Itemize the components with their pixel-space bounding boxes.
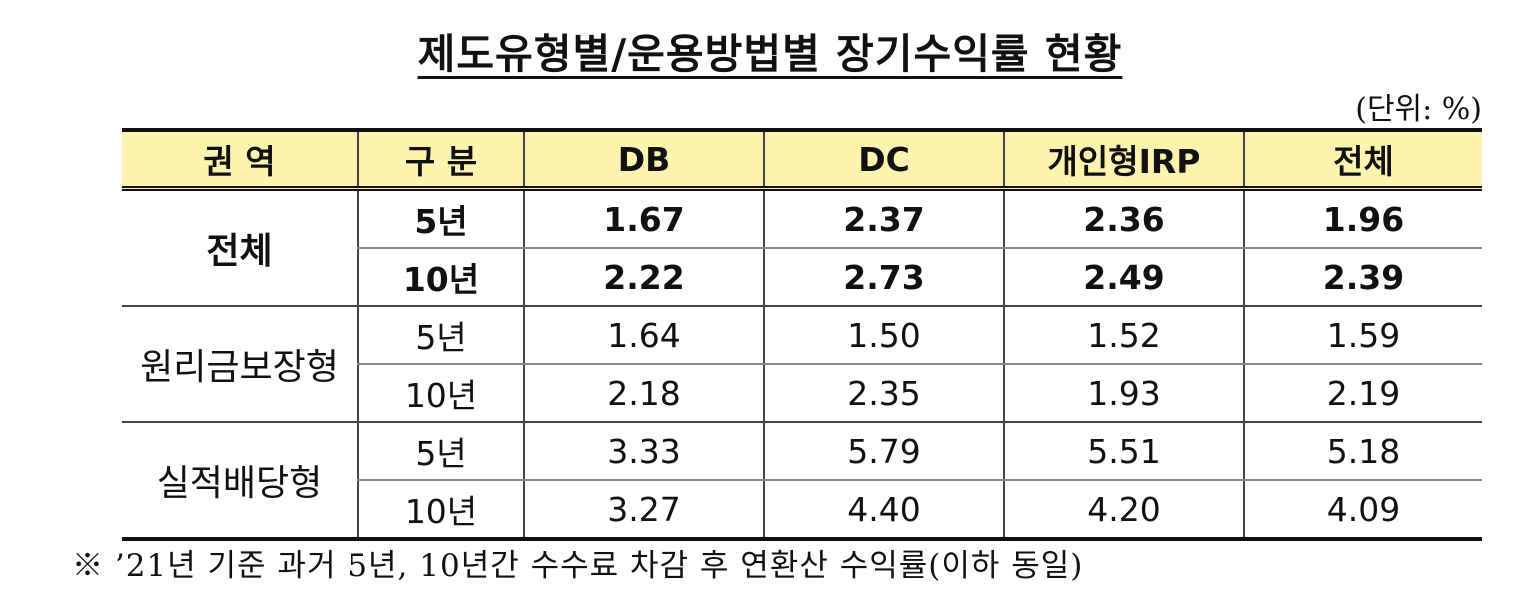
table-row: 실적배당형 5년 3.33 5.79 5.51 5.18 [122, 422, 1482, 541]
table-row: 원리금보장형 5년 1.64 1.50 1.52 1.59 [122, 306, 1482, 423]
header-period: 구 분 [357, 130, 524, 191]
page-title: 제도유형별/운용방법별 장기수익률 현황 [417, 30, 1123, 78]
period-cell: 10년 [357, 480, 524, 541]
period-cell: 10년 [357, 248, 524, 307]
value-cell: 1.67 [523, 188, 764, 249]
value-cell: 4.09 [1243, 480, 1482, 541]
table-row: 10년 2.22 2.73 2.49 2.39 [122, 248, 1482, 307]
value-cell: 3.27 [523, 480, 764, 541]
value-cell: 3.33 [523, 422, 764, 481]
header-total: 전체 [1243, 130, 1482, 191]
category-cell: 전체 [122, 188, 358, 307]
value-cell: 2.39 [1243, 248, 1482, 307]
value-cell: 1.96 [1243, 188, 1482, 249]
value-cell: 2.22 [523, 248, 764, 307]
table-row: 전체 5년 1.67 2.37 2.36 1.96 [122, 188, 1482, 307]
period-cell: 5년 [357, 422, 524, 481]
value-cell: 2.73 [763, 248, 1004, 307]
header-region: 권 역 [122, 130, 358, 191]
period-cell: 5년 [357, 188, 524, 249]
table-row: 10년 3.27 4.40 4.20 4.09 [122, 480, 1482, 541]
period-cell: 5년 [357, 306, 524, 365]
table-row: 10년 2.18 2.35 1.93 2.19 [122, 364, 1482, 423]
value-cell: 5.79 [763, 422, 1004, 481]
value-cell: 4.40 [763, 480, 1004, 541]
category-cell: 원리금보장형 [122, 306, 358, 423]
value-cell: 4.20 [1003, 480, 1244, 541]
period-cell: 10년 [357, 364, 524, 423]
value-cell: 1.93 [1003, 364, 1244, 423]
value-cell: 2.35 [763, 364, 1004, 423]
value-cell: 2.18 [523, 364, 764, 423]
value-cell: 1.50 [763, 306, 1004, 365]
unit-label: (단위: %) [1355, 92, 1482, 127]
table-header-row: 권 역 구 분 DB DC 개인형IRP 전체 [122, 130, 1482, 191]
value-cell: 1.64 [523, 306, 764, 365]
value-cell: 2.49 [1003, 248, 1244, 307]
header-dc: DC [763, 130, 1004, 191]
value-cell: 2.19 [1243, 364, 1482, 423]
value-cell: 2.37 [763, 188, 1004, 249]
footnote: ※ ’21년 기준 과거 5년, 10년간 수수료 차감 후 연환산 수익률(이… [72, 548, 1084, 584]
returns-table: 권 역 구 분 DB DC 개인형IRP 전체 전체 5년 1.67 2.37 … [122, 128, 1482, 541]
header-db: DB [523, 130, 764, 191]
value-cell: 1.52 [1003, 306, 1244, 365]
category-cell: 실적배당형 [122, 422, 358, 541]
value-cell: 5.51 [1003, 422, 1244, 481]
value-cell: 5.18 [1243, 422, 1482, 481]
value-cell: 1.59 [1243, 306, 1482, 365]
value-cell: 2.36 [1003, 188, 1244, 249]
header-irp: 개인형IRP [1003, 130, 1244, 191]
